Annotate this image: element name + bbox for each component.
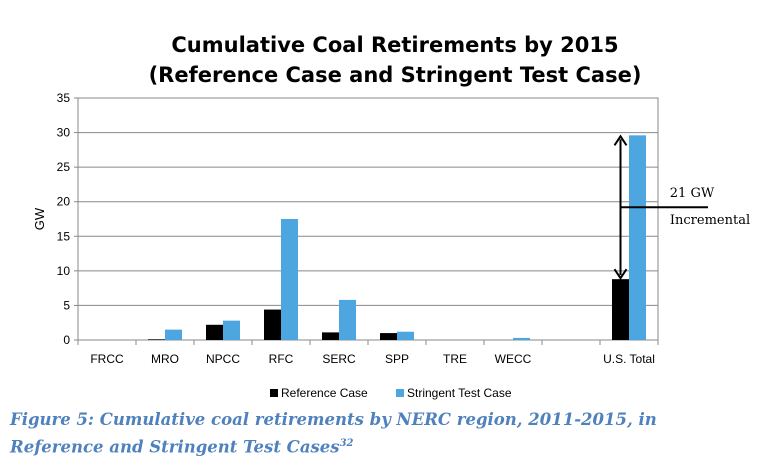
x-tick-label: SERC: [322, 352, 356, 366]
x-tick-label: NPCC: [206, 352, 240, 366]
bar-reference: [612, 279, 629, 340]
x-tick-label: WECC: [495, 352, 532, 366]
bar-reference: [322, 332, 339, 340]
bar-stringent: [513, 337, 530, 340]
bar-stringent: [339, 299, 356, 340]
y-tick-label: 25: [57, 160, 71, 174]
bar-reference: [264, 309, 281, 340]
bar-stringent: [397, 331, 414, 340]
legend-label: Reference Case: [281, 386, 368, 400]
plot-area: [77, 97, 659, 341]
incremental-arrow-head-bottom: [613, 268, 628, 280]
bar-reference: [206, 324, 223, 340]
x-tick-label: SPP: [385, 352, 409, 366]
x-tick-label: RFC: [269, 352, 294, 366]
bar-reference: [380, 333, 397, 340]
caption-text: Figure 5: Cumulative coal retirements by…: [10, 410, 657, 457]
legend-label: Stringent Test Case: [407, 386, 512, 400]
x-tick-label: U.S. Total: [603, 352, 655, 366]
y-tick-label: 15: [57, 229, 71, 243]
y-tick-label: 0: [63, 333, 70, 347]
bar-stringent: [223, 320, 240, 340]
bar-chart: 0 5 10 15 20 25 30 35 GW FRCC MRO NPCC RFC SERC SPP TRE…: [32, 91, 750, 400]
x-tick-label: MRO: [151, 352, 179, 366]
bar-stringent: [281, 219, 298, 340]
y-tick-label: 20: [57, 195, 71, 209]
chart-title-line-1: Cumulative Coal Retirements by 2015: [171, 33, 619, 57]
x-tick-label: TRE: [443, 352, 467, 366]
caption-footnote: 32: [339, 438, 354, 449]
y-tick-label: 35: [57, 91, 71, 105]
chart-title: Cumulative Coal Retirements by 2015 (Ref…: [60, 30, 730, 90]
x-tick-label: FRCC: [90, 352, 124, 366]
y-tick-label: 10: [57, 264, 71, 278]
y-axis-label: GW: [32, 207, 47, 230]
legend-swatch: [396, 389, 404, 397]
incremental-arrow-head-top: [613, 134, 628, 146]
annotation-line-1: 21 GW: [670, 186, 715, 201]
bar-reference: [148, 339, 165, 340]
figure-caption: Figure 5: Cumulative coal retirements by…: [10, 408, 750, 460]
y-tick-label: 5: [63, 298, 70, 312]
annotation-line-2: Incremental: [670, 213, 750, 228]
chart-title-line-2: (Reference Case and Stringent Test Case): [148, 63, 642, 87]
bar-stringent: [629, 135, 646, 340]
bar-stringent: [165, 329, 182, 340]
legend-swatch: [270, 389, 278, 397]
y-tick-label: 30: [57, 126, 71, 140]
